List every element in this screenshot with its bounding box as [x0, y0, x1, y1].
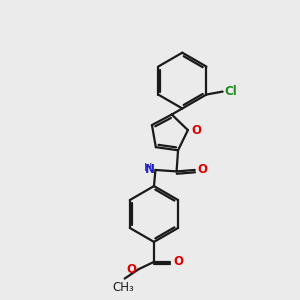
Text: O: O	[192, 124, 202, 136]
Text: CH₃: CH₃	[112, 281, 134, 294]
Text: O: O	[126, 263, 136, 276]
Text: H: H	[144, 163, 152, 172]
Text: N: N	[145, 163, 155, 176]
Text: Cl: Cl	[224, 85, 237, 98]
Text: O: O	[198, 164, 208, 176]
Text: O: O	[173, 255, 183, 268]
